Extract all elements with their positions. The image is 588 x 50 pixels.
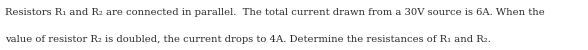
- Text: value of resistor R₂ is doubled, the current drops to 4A. Determine the resistan: value of resistor R₂ is doubled, the cur…: [5, 34, 490, 44]
- Text: Resistors R₁ and R₂ are connected in parallel.  The total current drawn from a 3: Resistors R₁ and R₂ are connected in par…: [5, 8, 544, 17]
